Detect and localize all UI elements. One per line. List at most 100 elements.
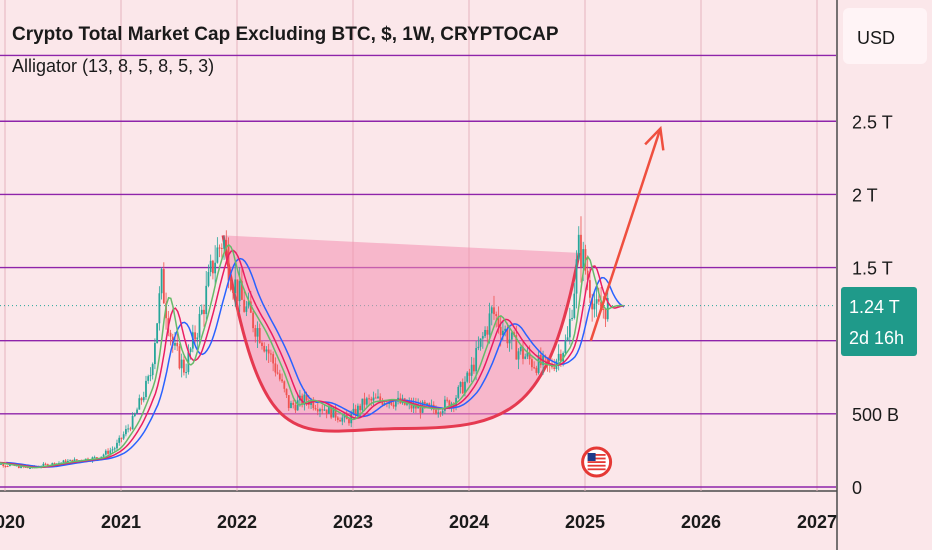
candle-body: [312, 400, 315, 409]
x-tick-label: 2025: [565, 512, 605, 532]
candle-body: [575, 259, 578, 294]
candle-body: [470, 364, 473, 376]
current-price-value: 1.24 T: [849, 297, 900, 317]
candle-body: [370, 398, 373, 401]
indicator-label[interactable]: Alligator (13, 8, 5, 8, 5, 3): [12, 56, 215, 76]
candle-body: [267, 349, 270, 354]
candle-body: [305, 394, 308, 401]
candle-body: [597, 299, 600, 302]
candle-body: [468, 372, 471, 376]
candle-body: [533, 367, 536, 369]
candle-body: [140, 398, 143, 401]
candle-body: [252, 312, 254, 329]
x-tick-label: 2024: [449, 512, 489, 532]
projection-arrow: [589, 125, 665, 342]
candle-body: [573, 293, 576, 318]
chart-title: Crypto Total Market Cap Excluding BTC, $…: [12, 24, 559, 45]
candle-body: [339, 419, 341, 422]
candle-body: [412, 403, 415, 409]
flag-stripe: [587, 457, 606, 460]
candle-body: [448, 400, 451, 409]
currency-button[interactable]: USD: [843, 8, 927, 64]
bar-countdown: 2d 16h: [849, 328, 905, 348]
candle-body: [473, 364, 475, 372]
candle-body: [325, 409, 328, 414]
candle-body: [410, 402, 413, 409]
candle-body: [535, 367, 538, 373]
x-tick-label: 2023: [333, 512, 373, 532]
candle-body: [600, 301, 602, 309]
candle-body: [481, 336, 484, 339]
candle-body: [557, 353, 560, 361]
candle-body: [506, 328, 509, 344]
candle-body: [212, 260, 214, 274]
candle-body: [189, 348, 192, 352]
candle-body: [435, 409, 437, 414]
candle-body: [392, 404, 395, 407]
alligator-lips-line: [0, 243, 624, 469]
candle-body: [214, 262, 217, 274]
price-axis[interactable]: [838, 0, 932, 550]
candle-body: [455, 397, 457, 406]
candle-body: [104, 450, 107, 455]
candle-body: [196, 337, 199, 340]
candle-body: [287, 395, 290, 409]
candle-body: [330, 405, 333, 418]
candle-body: [216, 247, 219, 263]
candle-body: [593, 303, 596, 310]
candle-body: [107, 450, 109, 454]
candle-body: [604, 309, 607, 320]
candle-body: [524, 356, 527, 359]
x-tick-label: 2027: [797, 512, 837, 532]
candle-body: [127, 428, 130, 430]
x-tick-label: 2021: [101, 512, 141, 532]
candle-body: [234, 279, 237, 294]
y-tick-label: 500 B: [852, 405, 899, 425]
candle-body: [122, 434, 125, 439]
candle-body: [238, 281, 241, 302]
candle-body: [258, 328, 261, 343]
arrow-head: [644, 125, 665, 151]
candle-body: [459, 382, 462, 387]
candle-body: [446, 399, 449, 401]
us-flag-icon[interactable]: [581, 446, 613, 478]
candle-body: [486, 329, 489, 335]
candle-body: [531, 359, 533, 368]
candle-body: [194, 332, 196, 340]
candle-body: [180, 359, 183, 369]
candle-body: [314, 408, 317, 410]
candle-body: [278, 373, 281, 380]
candle-body: [591, 297, 594, 310]
x-tick-label: 2026: [681, 512, 721, 532]
candle-body: [568, 319, 571, 338]
candle-body: [200, 309, 203, 314]
candle-body: [423, 401, 426, 405]
candle-body: [461, 382, 464, 394]
candle-body: [390, 401, 393, 405]
candle-body: [321, 409, 324, 411]
candle-body: [272, 354, 275, 364]
candle-body: [145, 380, 147, 398]
candle-body: [274, 363, 277, 373]
candle-body: [564, 340, 567, 354]
candle-body: [464, 381, 466, 394]
candle-body: [207, 272, 210, 286]
candle-body: [328, 405, 330, 414]
candle-body: [133, 413, 136, 416]
candle-body: [537, 355, 540, 373]
candle-body: [602, 308, 605, 310]
candle-body: [296, 400, 299, 411]
candle-body: [394, 401, 397, 407]
candle-body: [160, 269, 163, 294]
candle-body: [444, 399, 446, 411]
candle-body: [178, 346, 181, 369]
candle-body: [69, 459, 72, 461]
candle-body: [515, 335, 518, 360]
candle-body: [437, 412, 440, 414]
candle-body: [245, 306, 248, 312]
candle-body: [75, 459, 78, 461]
cup-curve: [221, 235, 581, 433]
candle-body: [504, 328, 507, 331]
